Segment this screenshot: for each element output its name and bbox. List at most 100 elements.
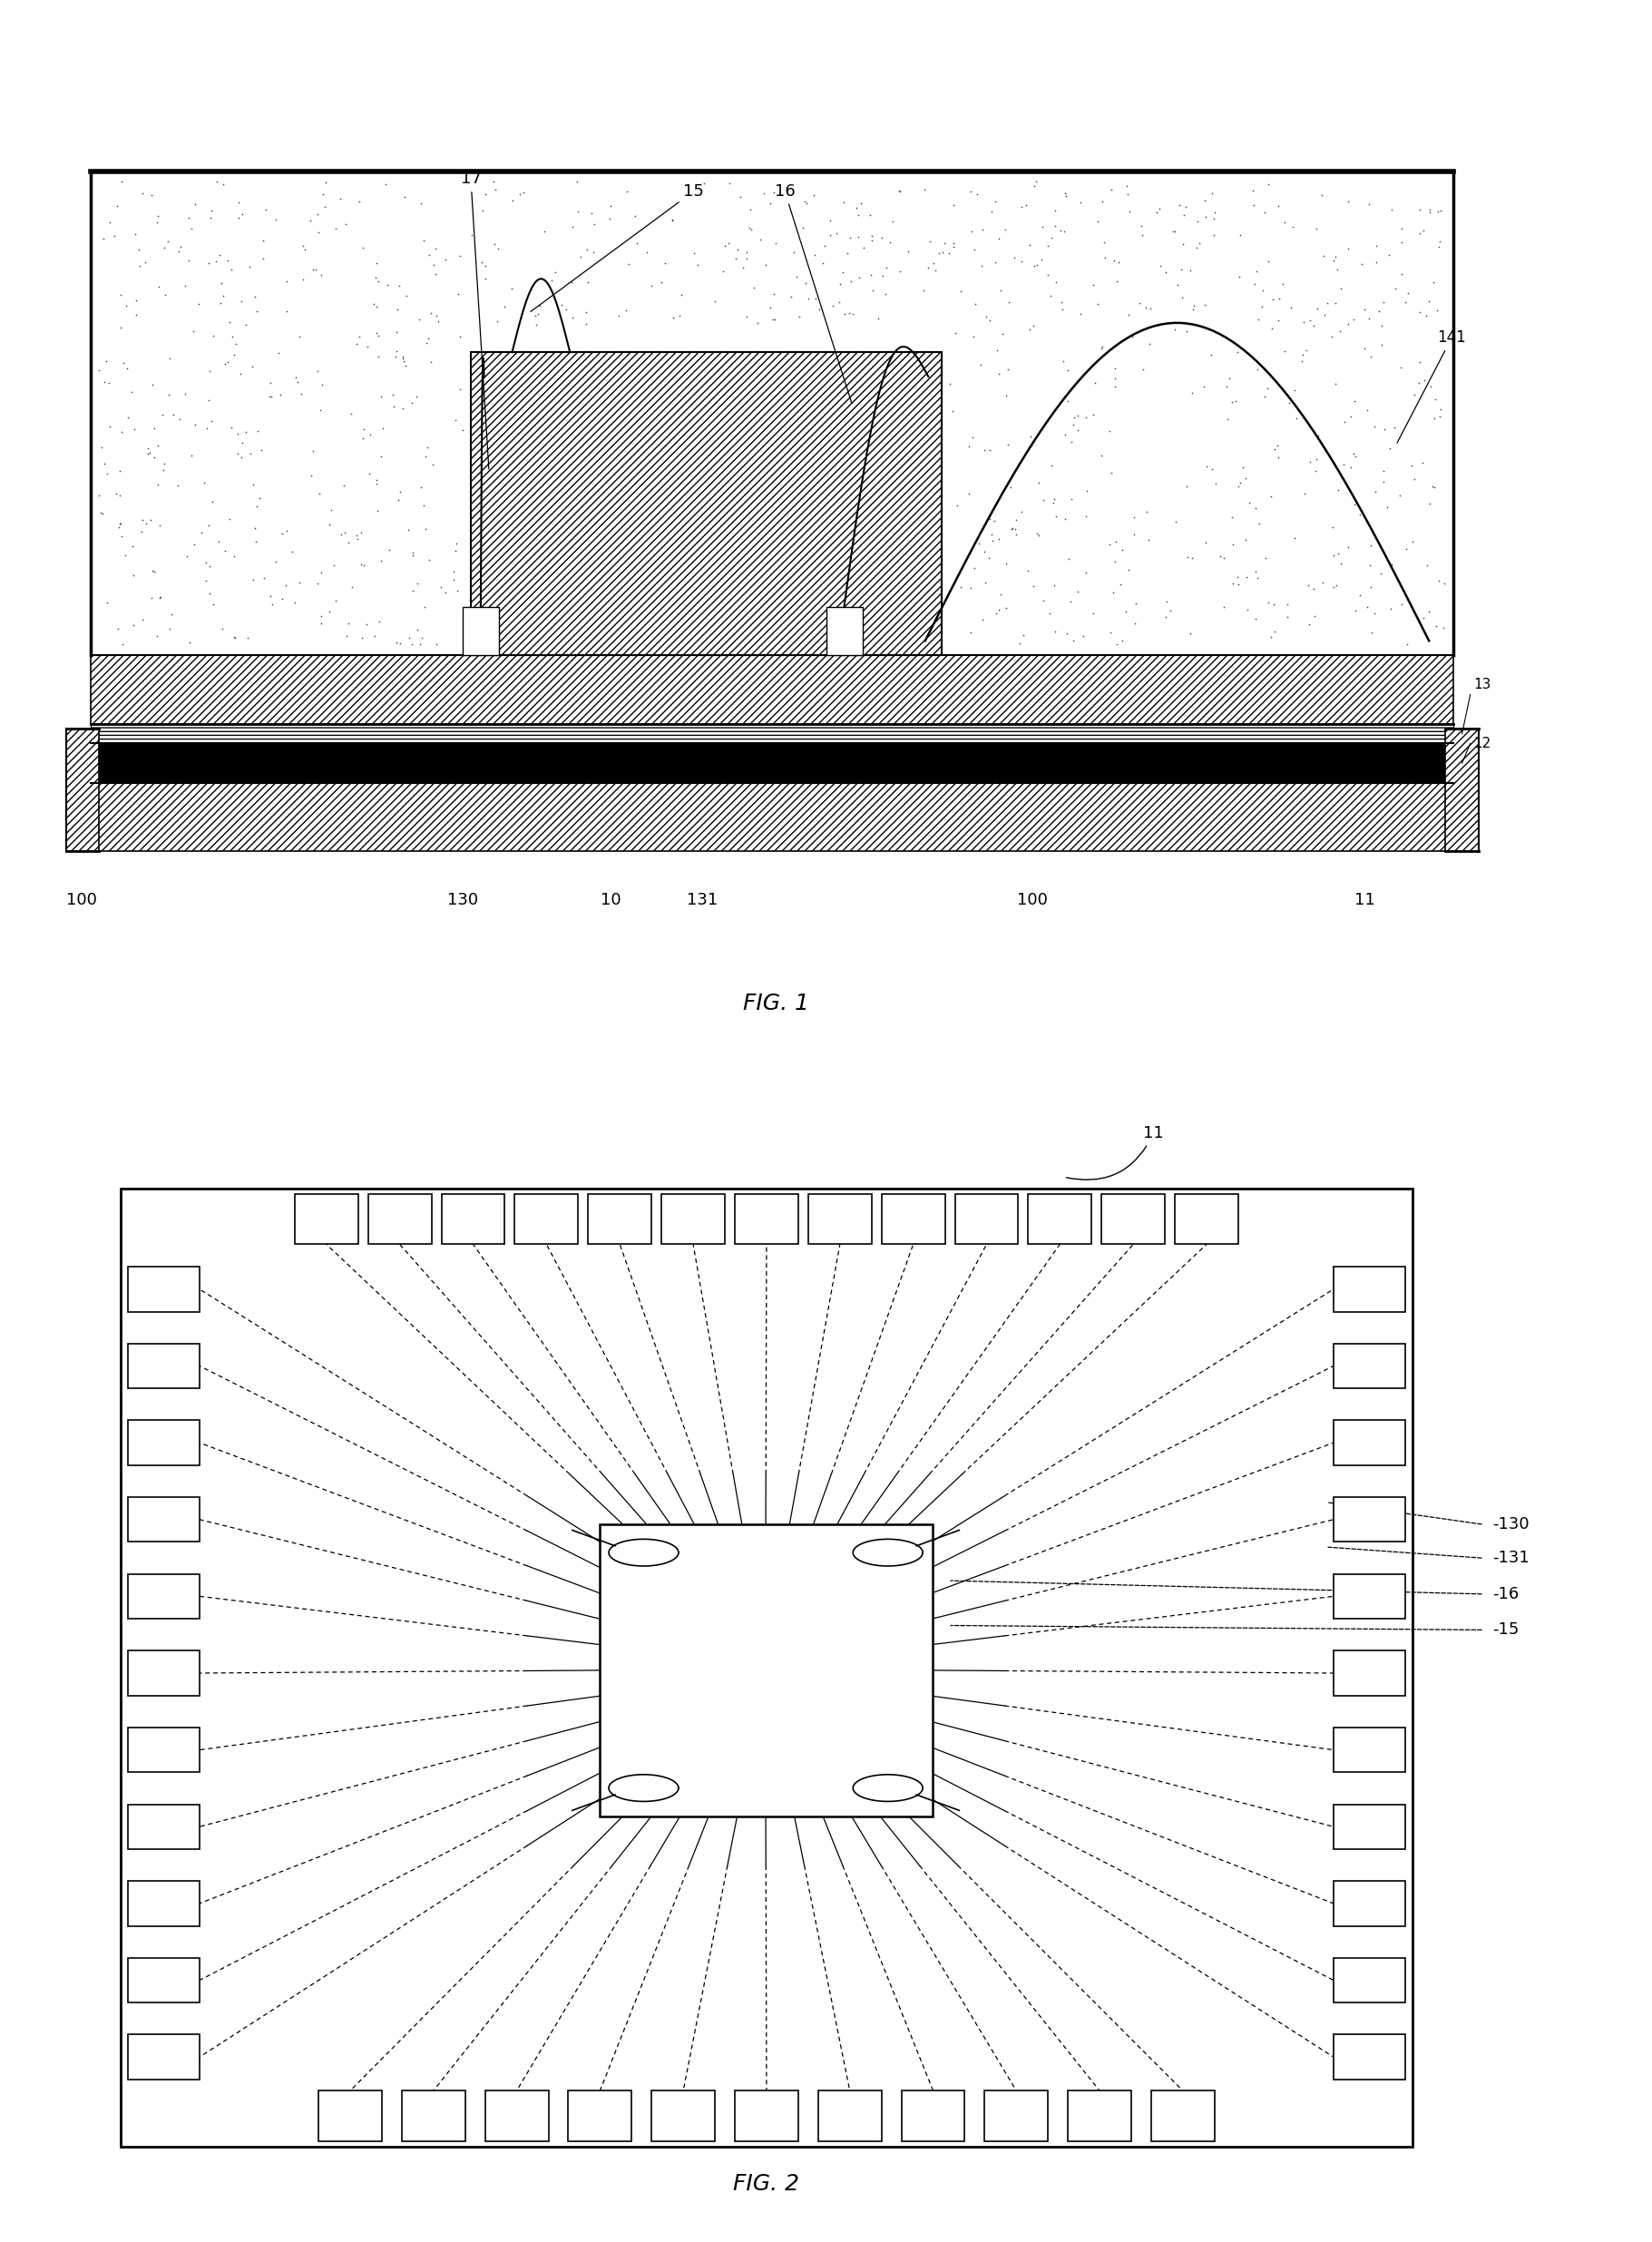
Point [383,314,410,350]
Text: 130: 130 [448,892,477,908]
Point [1376,430,1403,466]
Point [215,343,241,379]
Point [1289,343,1315,379]
Point [1049,285,1075,321]
Point [1219,383,1246,419]
Point [1280,372,1307,408]
Point [988,576,1014,612]
Point [1406,294,1432,330]
Bar [121,1188,1412,2148]
Point [1310,238,1336,274]
Point [834,235,861,271]
Point [1411,213,1437,249]
Point [443,525,469,560]
Point [387,473,413,509]
Point [730,251,757,287]
Point [1272,334,1298,370]
Point [1042,498,1069,534]
Point [1310,565,1336,601]
Point [1351,291,1378,327]
Point [1427,399,1454,435]
Point [1332,446,1358,482]
Point [1412,298,1439,334]
Point [281,585,307,621]
Point [405,565,431,601]
Point [109,626,135,661]
Point [691,166,717,202]
Point [416,238,443,274]
Point [971,565,998,601]
Bar [91,170,1454,655]
Point [958,173,985,209]
Point [1168,251,1194,287]
Point [791,184,818,220]
Point [1389,256,1416,291]
Point [968,249,995,285]
Point [847,186,874,222]
Point [1153,253,1180,289]
Bar [1446,729,1479,852]
Point [218,410,244,446]
Point [985,222,1011,258]
Point [1388,350,1414,386]
Point [826,285,852,321]
Point [244,413,271,448]
Point [1426,563,1452,599]
Point [957,614,983,650]
Point [363,289,390,325]
Point [638,267,664,303]
Point [733,298,760,334]
Point [976,498,1003,534]
Point [195,507,221,543]
Point [542,253,568,289]
Point [1327,545,1353,581]
Point [986,356,1013,392]
Point [1118,318,1145,354]
Point [249,240,276,276]
Point [1008,493,1034,529]
Point [866,300,892,336]
Point [145,428,172,464]
Point [114,350,140,386]
Point [828,267,854,303]
Point [1232,460,1259,495]
Point [1335,231,1361,267]
Point [210,278,236,314]
Point [1026,518,1052,554]
Point [1097,413,1123,448]
Point [420,446,446,482]
Point [249,222,276,258]
Point [411,590,438,626]
Point [236,249,263,285]
Point [1051,213,1077,249]
Point [365,318,392,354]
Bar [66,729,99,852]
Point [240,466,266,502]
Point [1388,585,1414,621]
Point [1416,195,1442,231]
Point [329,518,355,554]
Point [96,204,122,240]
Point [363,466,390,502]
Point [396,621,423,657]
Point [129,175,155,211]
Point [368,379,395,415]
Bar [735,2090,798,2141]
Point [993,590,1019,626]
Point [1056,540,1082,576]
Point [330,466,357,502]
Point [1199,175,1226,211]
Point [150,453,177,489]
Point [307,599,334,634]
Point [943,489,970,525]
Point [182,527,208,563]
Point [1113,168,1140,204]
Bar [661,1193,725,1244]
Text: 16: 16 [775,184,852,404]
Point [838,220,864,256]
Point [441,534,468,569]
Point [1113,177,1140,213]
Point [1399,525,1426,560]
Point [859,217,885,253]
Point [745,305,771,341]
